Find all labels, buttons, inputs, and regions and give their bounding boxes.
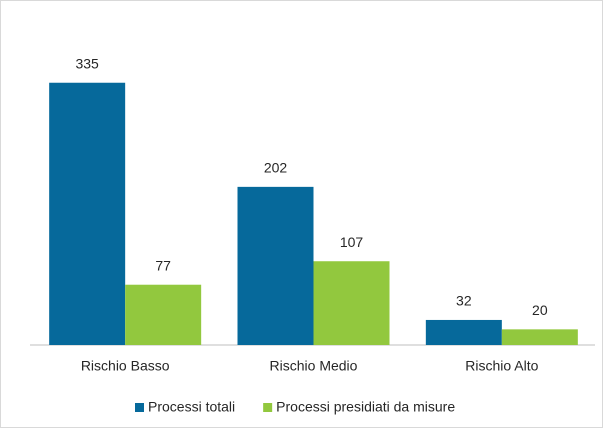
x-tick-label: Rischio Medio bbox=[270, 358, 358, 374]
bar bbox=[125, 284, 202, 345]
data-label: 335 bbox=[75, 55, 99, 71]
legend-label: Processi totali bbox=[148, 399, 235, 415]
x-tick-label: Rischio Alto bbox=[465, 358, 538, 374]
legend-label: Processi presidiati da misure bbox=[276, 399, 455, 415]
data-label: 20 bbox=[532, 302, 548, 318]
bar bbox=[313, 261, 390, 345]
bar bbox=[237, 186, 314, 345]
data-label: 107 bbox=[340, 234, 364, 250]
data-label: 32 bbox=[456, 293, 472, 309]
data-label: 77 bbox=[155, 257, 171, 273]
bar bbox=[501, 329, 578, 345]
data-label: 202 bbox=[264, 160, 288, 176]
bar bbox=[49, 82, 126, 345]
legend-swatch bbox=[135, 403, 144, 412]
bar bbox=[425, 319, 502, 345]
x-tick-label: Rischio Basso bbox=[81, 358, 170, 374]
legend-swatch bbox=[263, 403, 273, 412]
